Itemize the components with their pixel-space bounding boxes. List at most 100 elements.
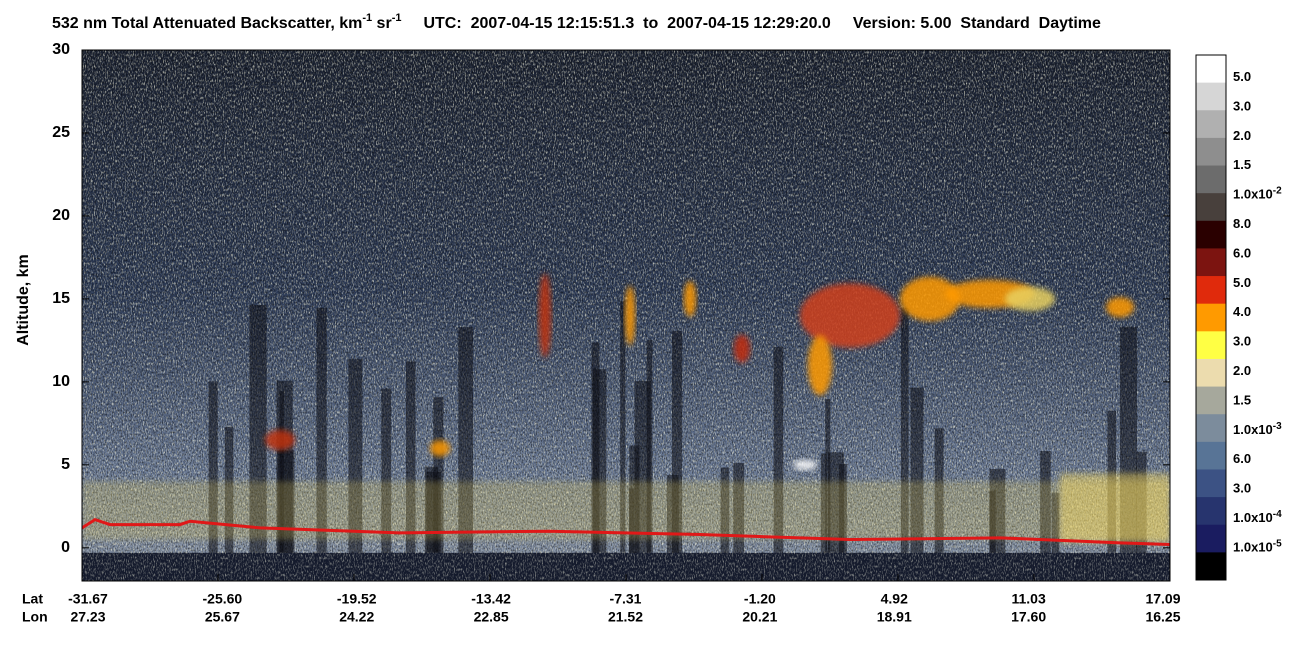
colorbar-label: 2.0 <box>1233 128 1251 143</box>
colorbar-cell <box>1196 165 1226 194</box>
y-tick-label: 20 <box>52 207 70 224</box>
cloud <box>265 429 295 450</box>
colorbar-label-base: 1.5 <box>1233 393 1251 408</box>
colorbar-label-exponent: -4 <box>1273 509 1282 520</box>
lat-label: -1.20 <box>744 591 776 607</box>
cloud <box>430 440 450 457</box>
colorbar-label: 1.5 <box>1233 393 1251 408</box>
colorbar-cell <box>1196 358 1226 388</box>
time-range: UTC: 2007-04-15 12:15:51.3 to 2007-04-15… <box>423 15 830 32</box>
colorbar-label-base: 8.0 <box>1233 216 1251 231</box>
colorbar-cell <box>1196 414 1226 443</box>
y-tick-label: 5 <box>61 456 70 473</box>
colorbar-cell <box>1196 552 1226 581</box>
lon-label: 22.85 <box>474 609 509 625</box>
title-superscript: -1 <box>392 12 402 24</box>
title-text: sr <box>372 15 392 32</box>
colorbar-cell <box>1196 331 1226 360</box>
colorbar-label: 5.0 <box>1233 69 1251 84</box>
lat-label: -31.67 <box>68 591 108 607</box>
colorbar-cell <box>1196 524 1226 553</box>
colorbar-label: 3.0 <box>1233 99 1251 114</box>
cloud <box>900 276 960 321</box>
colorbar-cell <box>1196 469 1226 498</box>
cloud <box>800 283 900 348</box>
colorbar-label-base: 4.0 <box>1233 305 1251 320</box>
title-superscript: -1 <box>362 12 372 24</box>
colorbar-label: 1.0x10-3 <box>1233 420 1282 437</box>
colorbar-label: 3.0 <box>1233 334 1251 349</box>
surface-return <box>82 517 1170 546</box>
y-tick-label: 15 <box>52 290 70 307</box>
colorbar-cell <box>1196 276 1226 305</box>
aerosol-layer <box>1060 473 1170 543</box>
lon-label: 17.60 <box>1011 609 1046 625</box>
aerosol-layer <box>82 481 1170 540</box>
colorbar-label: 1.5 <box>1233 158 1251 173</box>
colorbar-label-exponent: -2 <box>1273 185 1282 196</box>
colorbar-label-base: 1.0x10 <box>1233 510 1273 525</box>
colorbar-label-base: 6.0 <box>1233 246 1251 261</box>
colorbar-label: 1.0x10-5 <box>1233 538 1282 555</box>
cloud <box>793 459 817 470</box>
colorbar-cell <box>1196 248 1226 277</box>
colorbar-label: 1.0x10-4 <box>1233 509 1282 526</box>
colorbar-label: 6.0 <box>1233 246 1251 261</box>
colorbar-cell <box>1196 303 1226 332</box>
cloud <box>1106 297 1134 318</box>
lat-label: 4.92 <box>881 591 908 607</box>
cloud <box>808 335 832 396</box>
colorbar-cell <box>1196 82 1226 111</box>
y-axis-title: Altitude, km <box>15 254 32 346</box>
version: Version: 5.00 Standard Daytime <box>853 15 1101 32</box>
lat-label: 11.03 <box>1011 591 1045 607</box>
colorbar-frame <box>1195 54 1227 581</box>
colorbar-label: 4.0 <box>1233 305 1251 320</box>
colorbar-label-base: 6.0 <box>1233 452 1251 467</box>
lon-label: 16.25 <box>1145 609 1180 625</box>
lon-label: 20.21 <box>742 609 777 625</box>
cloud <box>684 280 696 317</box>
chart-title: 532 nm Total Attenuated Backscatter, km-… <box>52 12 1101 32</box>
lon-label: 18.91 <box>877 609 912 625</box>
colorbar-label: 5.0 <box>1233 275 1251 290</box>
lat-label: 17.09 <box>1145 591 1180 607</box>
colorbar-label: 1.0x10-2 <box>1233 185 1282 202</box>
colorbar-cell <box>1196 441 1226 470</box>
colorbar-cell <box>1196 386 1226 415</box>
cloud <box>625 285 635 346</box>
colorbar-label-base: 2.0 <box>1233 128 1251 143</box>
colorbar-label: 6.0 <box>1233 452 1251 467</box>
colorbar-label-exponent: -3 <box>1273 420 1282 431</box>
colorbar-label-base: 5.0 <box>1233 275 1251 290</box>
colorbar-label-base: 3.0 <box>1233 334 1251 349</box>
lon-title: Lon <box>22 609 48 625</box>
lon-label: 21.52 <box>608 609 643 625</box>
colorbar-label-exponent: -5 <box>1273 538 1282 549</box>
y-tick-label: 30 <box>52 41 70 58</box>
colorbar-cell <box>1196 137 1226 167</box>
lon-label: 27.23 <box>70 609 105 625</box>
colorbar-label: 3.0 <box>1233 481 1251 496</box>
colorbar-label: 2.0 <box>1233 363 1251 378</box>
colorbar-label: 8.0 <box>1233 216 1251 231</box>
title-text: 532 nm Total Attenuated Backscatter, km <box>52 15 362 32</box>
colorbar-cell <box>1196 220 1226 249</box>
lon-label: 24.22 <box>339 609 374 625</box>
lat-title: Lat <box>22 591 43 607</box>
colorbar-cell <box>1196 55 1226 84</box>
cloud <box>539 273 551 358</box>
y-tick-label: 10 <box>52 373 70 390</box>
lat-label: -19.52 <box>337 591 377 607</box>
lon-label: 25.67 <box>205 609 240 625</box>
curtain-image <box>82 50 1170 581</box>
colorbar-label-base: 5.0 <box>1233 69 1251 84</box>
colorbar-cell <box>1196 110 1226 139</box>
lat-label: -13.42 <box>471 591 511 607</box>
cloud <box>734 334 750 363</box>
colorbar-cell <box>1196 193 1226 222</box>
cloud <box>1005 286 1055 311</box>
colorbar-label-base: 3.0 <box>1233 481 1251 496</box>
colorbar-label-base: 1.0x10 <box>1233 540 1273 555</box>
